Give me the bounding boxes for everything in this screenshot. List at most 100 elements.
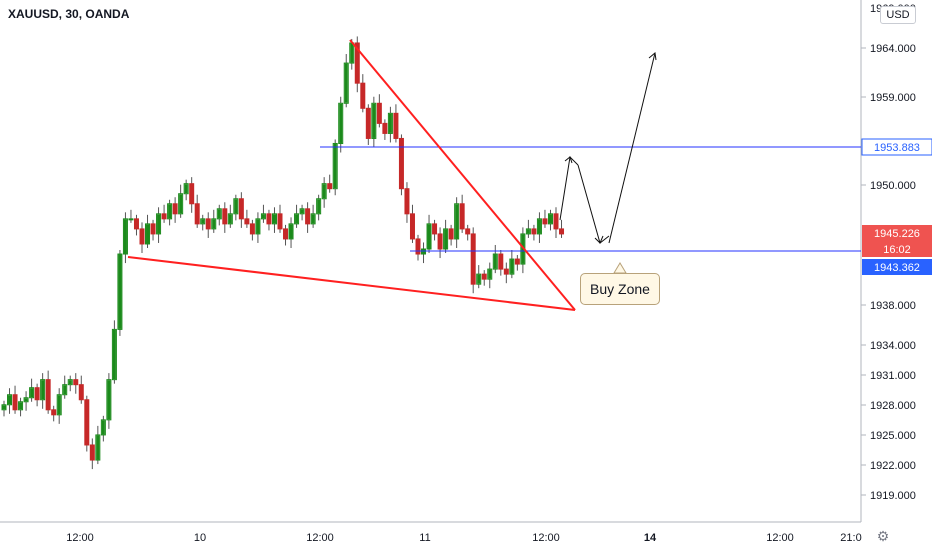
currency-button[interactable]: USD bbox=[880, 6, 916, 24]
candle-up-fill bbox=[157, 214, 161, 234]
drawings[interactable] bbox=[127, 39, 861, 311]
candle-up-fill bbox=[455, 204, 459, 239]
candle-down bbox=[277, 213, 283, 230]
candle-down bbox=[404, 188, 410, 215]
gear-icon[interactable]: ⚙ bbox=[876, 528, 890, 544]
candle-down bbox=[222, 208, 228, 225]
candle-down bbox=[84, 399, 90, 446]
lower-wedge-line[interactable] bbox=[127, 256, 576, 311]
arrow-head-1 bbox=[564, 156, 573, 164]
candle-up-fill bbox=[8, 395, 12, 405]
price-tick-label: 1938.000 bbox=[870, 300, 916, 312]
candle-up-fill bbox=[129, 219, 133, 220]
candle-up-fill bbox=[548, 214, 552, 224]
candle-up-fill bbox=[422, 249, 426, 254]
price-tick-label: 1922.000 bbox=[870, 460, 916, 472]
candle-down bbox=[553, 213, 559, 230]
candle-up-fill bbox=[300, 209, 304, 214]
candle-down bbox=[12, 394, 18, 411]
time-axis-ticks: 12:00 10 12:00 11 12:00 14 12:00 21:0 bbox=[66, 532, 861, 544]
arrow-head-2 bbox=[594, 235, 604, 244]
projection-arrow-down[interactable] bbox=[577, 164, 610, 244]
candle-down bbox=[559, 228, 565, 235]
candle-down bbox=[531, 228, 537, 235]
candle-up-fill bbox=[96, 435, 100, 460]
candle-down bbox=[150, 223, 156, 235]
candle-down bbox=[78, 384, 84, 401]
candle-up-fill bbox=[537, 219, 541, 234]
time-axis[interactable]: 12:00 10 12:00 11 12:00 14 12:00 21:0 bbox=[0, 521, 862, 544]
price-tick-label: 1964.000 bbox=[870, 43, 916, 55]
callout-pointer bbox=[613, 262, 627, 274]
price-tick-label: 1928.000 bbox=[870, 400, 916, 412]
candle-up-fill bbox=[444, 229, 448, 249]
candle-down bbox=[448, 228, 454, 240]
countdown-label: 16:02 bbox=[883, 244, 911, 256]
candle-down bbox=[327, 183, 333, 190]
last-price-tag bbox=[862, 225, 932, 241]
candle-up-fill bbox=[333, 143, 337, 189]
candle-up-fill bbox=[184, 184, 188, 194]
candle-down bbox=[542, 218, 548, 225]
candle-down bbox=[459, 203, 465, 230]
candle-up-fill bbox=[493, 254, 497, 269]
candle-up-fill bbox=[101, 420, 105, 435]
candle-down bbox=[398, 137, 404, 190]
projection-arrow-up-2[interactable] bbox=[608, 52, 656, 244]
candle-down bbox=[89, 444, 95, 461]
candle-up-fill bbox=[234, 199, 238, 214]
buy-zone-callout[interactable]: Buy Zone bbox=[580, 273, 660, 305]
candle-up-fill bbox=[344, 63, 348, 103]
candle-down bbox=[437, 233, 443, 250]
time-tick-label: 12:00 bbox=[532, 532, 560, 544]
candle-down bbox=[238, 198, 244, 220]
candle-up-fill bbox=[107, 380, 111, 420]
time-tick-label: 14 bbox=[644, 532, 657, 544]
candle-up-fill bbox=[322, 184, 326, 199]
candle-up-fill bbox=[510, 259, 514, 274]
support-price-label: 1943.362 bbox=[874, 262, 920, 274]
candle-down bbox=[34, 387, 40, 401]
candle-down bbox=[393, 112, 399, 139]
candle-up-fill bbox=[2, 405, 6, 410]
candle-up-fill bbox=[350, 43, 354, 63]
candle-up-fill bbox=[372, 103, 376, 138]
symbol-title: XAUUSD, 30, OANDA bbox=[8, 7, 130, 21]
candle-down bbox=[172, 203, 178, 215]
candle-down bbox=[498, 253, 504, 270]
candle-up-fill bbox=[261, 214, 265, 219]
candle-up-fill bbox=[123, 219, 127, 254]
candle-up-fill bbox=[256, 219, 260, 234]
candle-down bbox=[45, 379, 51, 411]
candle-down bbox=[376, 102, 382, 124]
candle-down bbox=[266, 213, 272, 225]
last-price-label: 1945.226 bbox=[874, 228, 920, 240]
time-tick-label: 12:00 bbox=[766, 532, 794, 544]
candle-down bbox=[470, 233, 476, 285]
candle-down bbox=[503, 268, 509, 275]
candle-up-fill bbox=[146, 224, 150, 244]
price-tick-label: 1934.000 bbox=[870, 340, 916, 352]
candle-down bbox=[415, 238, 421, 255]
candle-up-fill bbox=[272, 214, 276, 224]
time-tick-label: 11 bbox=[419, 532, 430, 544]
candle-up-fill bbox=[289, 224, 293, 239]
upper-wedge-line[interactable] bbox=[349, 39, 576, 311]
time-tick-label: 12:00 bbox=[66, 532, 94, 544]
candle-up-fill bbox=[388, 113, 392, 133]
price-tick-label: 1959.000 bbox=[870, 92, 916, 104]
candle-down bbox=[365, 107, 371, 139]
candle-up-fill bbox=[526, 229, 530, 234]
candle-up-fill bbox=[179, 194, 183, 214]
candle-down bbox=[205, 218, 211, 230]
candle-down bbox=[465, 228, 471, 235]
candle-down bbox=[194, 203, 200, 225]
candle-up-fill bbox=[57, 395, 61, 415]
candle-down bbox=[73, 379, 79, 386]
projection-arrow-up-1[interactable] bbox=[559, 155, 579, 221]
candle-up-fill bbox=[68, 380, 72, 385]
candle-up-fill bbox=[317, 199, 321, 214]
candle-up-fill bbox=[427, 224, 431, 249]
time-tick-label: 21:0 bbox=[840, 532, 861, 544]
